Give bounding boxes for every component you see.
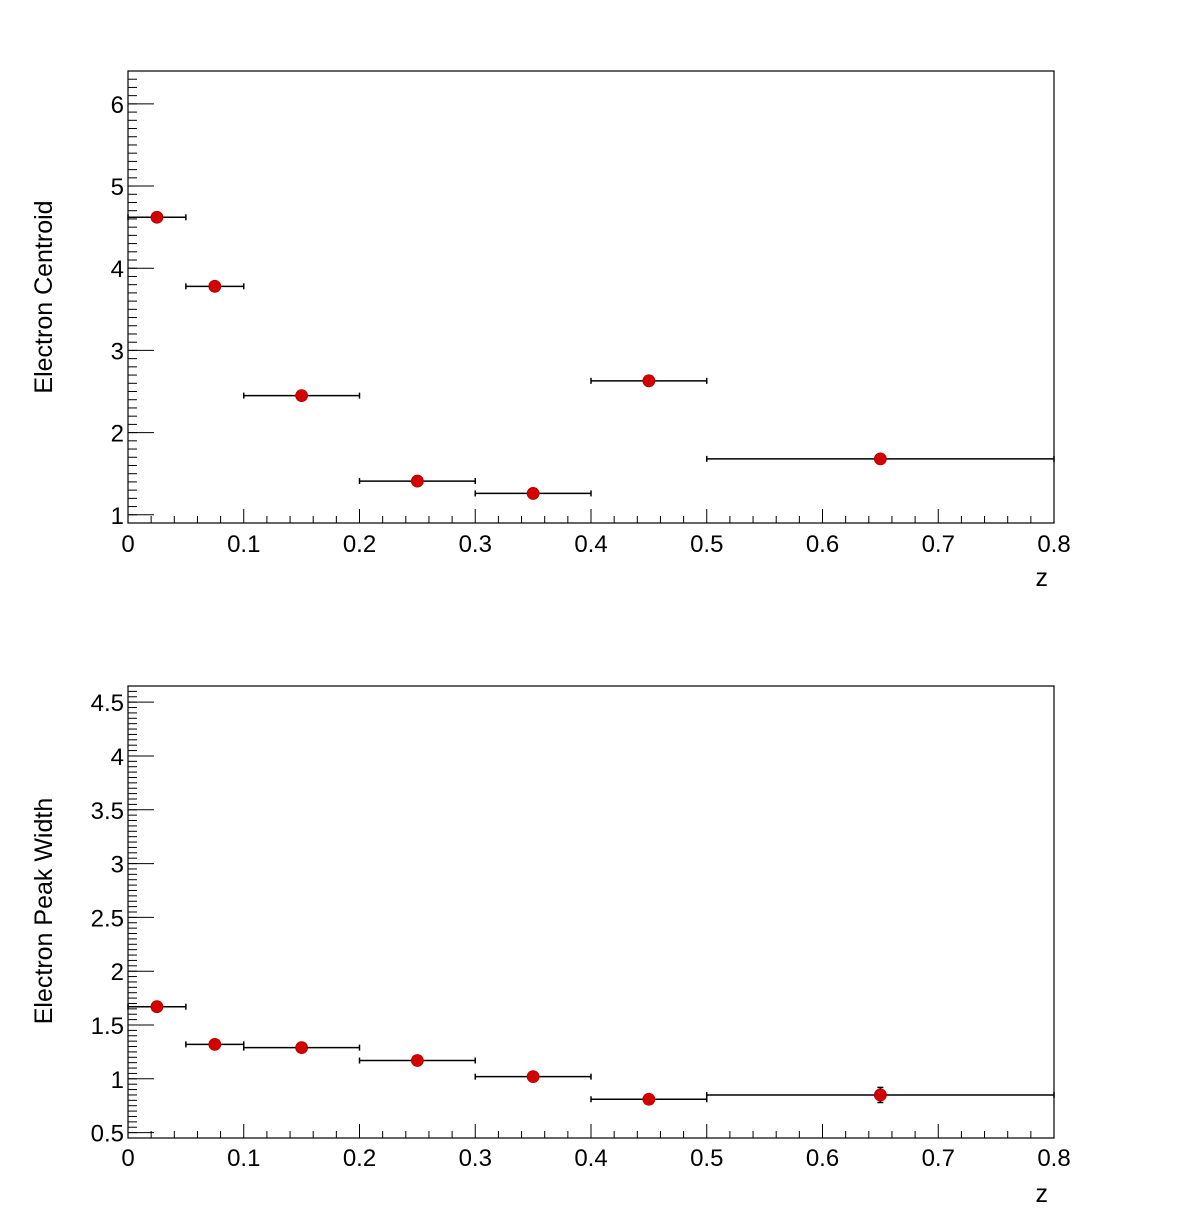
y-axis-label: Electron Centroid <box>30 200 58 393</box>
y-tick-label: 4 <box>111 256 124 283</box>
x-tick-label: 0.8 <box>1037 531 1070 558</box>
y-tick-label: 2 <box>111 959 124 986</box>
x-axis-label: z <box>1036 1180 1049 1208</box>
data-point <box>526 487 540 500</box>
x-tick-label: 0.2 <box>343 1145 376 1172</box>
data-point <box>642 374 656 388</box>
x-tick-label: 0.6 <box>806 1145 839 1172</box>
data-point <box>295 1041 309 1054</box>
plot-frame <box>127 70 1055 524</box>
x-tick-label: 0.6 <box>806 531 839 558</box>
plot-frame <box>127 685 1055 1139</box>
data-point <box>642 1092 656 1106</box>
y-tick-label: 1 <box>111 1067 124 1094</box>
y-tick-label: 3.5 <box>91 798 124 825</box>
x-tick-label: 0.7 <box>922 531 955 558</box>
x-tick-label: 0.7 <box>922 1145 955 1172</box>
x-tick-label: 0.2 <box>343 531 376 558</box>
y-axis-label: Electron Peak Width <box>30 798 58 1025</box>
data-point <box>526 1070 540 1084</box>
centroid-panel: 0 0.1 0.2 0.3 0.4 0.5 0.6 0.7 0.8 1 2 3 4 5 6 z Electron… <box>30 70 1071 592</box>
y-tick-label: 1 <box>111 503 124 530</box>
data-point <box>295 389 309 403</box>
x-tick-label: 0.5 <box>690 1145 723 1172</box>
data-point <box>873 452 887 466</box>
peak-width-panel: 0 0.1 0.2 0.3 0.4 0.5 0.6 0.7 0.8 0.5 1 1.5 2 2.5 3 3.5… <box>30 685 1071 1208</box>
data-point <box>208 279 222 293</box>
y-tick-label: 6 <box>111 92 124 119</box>
y-tick-label: 4 <box>111 744 124 771</box>
x-tick-label: 0.1 <box>227 1145 260 1172</box>
data-point <box>150 210 164 224</box>
x-tick-label: 0.5 <box>690 531 723 558</box>
x-tick-label: 0.8 <box>1037 1145 1070 1172</box>
x-tick-label: 0.4 <box>574 1145 607 1172</box>
y-tick-label: 3 <box>111 852 124 879</box>
y-tick-label: 0.5 <box>91 1121 124 1148</box>
y-tick-label: 2.5 <box>91 905 124 932</box>
y-tick-label: 2 <box>111 421 124 448</box>
data-point <box>410 474 424 488</box>
y-tick-label: 1.5 <box>91 1013 124 1040</box>
y-tick-label: 4.5 <box>91 690 124 717</box>
data-point <box>410 1054 424 1067</box>
y-tick-label: 5 <box>111 174 124 201</box>
data-point <box>208 1037 222 1051</box>
y-tick-label: 3 <box>111 338 124 365</box>
x-tick-label: 0 <box>121 531 134 558</box>
data-point <box>150 1000 164 1014</box>
x-axis-label: z <box>1036 564 1049 592</box>
x-tick-label: 0.4 <box>574 531 607 558</box>
x-tick-label: 0.3 <box>459 531 492 558</box>
x-tick-label: 0.1 <box>227 531 260 558</box>
x-tick-label: 0.3 <box>459 1145 492 1172</box>
data-point <box>873 1088 887 1102</box>
x-tick-label: 0 <box>121 1145 134 1172</box>
